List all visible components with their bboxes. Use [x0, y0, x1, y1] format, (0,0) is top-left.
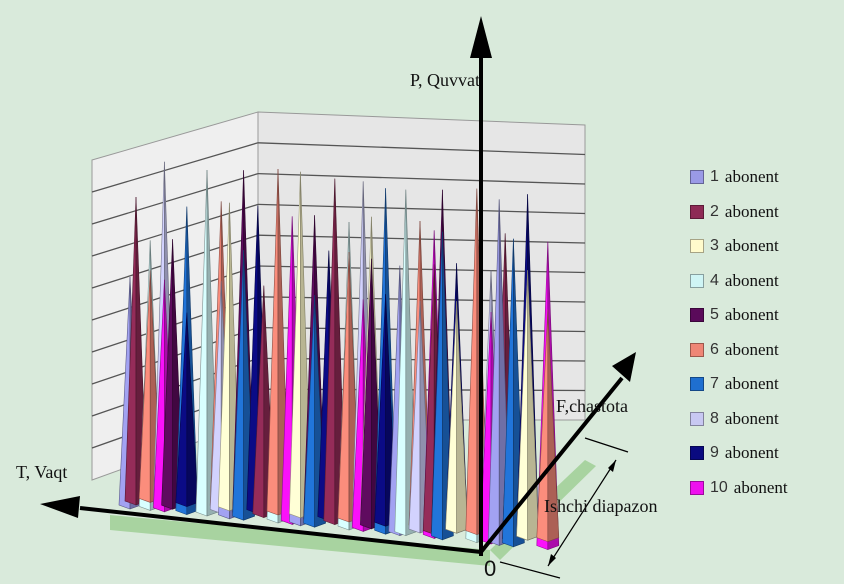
gridline	[257, 142, 586, 156]
legend-number: 7	[710, 375, 719, 393]
legend-label: abonent	[724, 443, 779, 463]
legend-swatch	[690, 411, 704, 426]
range-arrow-line	[547, 459, 617, 567]
legend-label: abonent	[724, 374, 779, 394]
origin-label: 0	[484, 556, 497, 581]
legend-label: abonent	[724, 236, 779, 256]
cone-spike-shade	[186, 312, 199, 508]
legend-item: 1 abonent	[690, 160, 840, 195]
legend-item: 9 abonent	[690, 436, 840, 471]
legend-label: abonent	[724, 339, 779, 359]
legend-swatch	[690, 204, 704, 219]
legend-number: 5	[710, 306, 719, 324]
time-axis-label: T, Vaqt	[16, 462, 68, 482]
power-axis-label: P, Quvvat	[410, 70, 481, 90]
gridline	[257, 172, 586, 185]
legend-item: 3 abonent	[690, 229, 840, 264]
legend-label: abonent	[724, 305, 779, 325]
range-label: Ishchi diapazon	[544, 496, 658, 516]
range-arrow-head-bottom	[548, 554, 556, 566]
legend-item: 7 abonent	[690, 367, 840, 402]
legend-item: 8 abonent	[690, 402, 840, 437]
legend-swatch	[690, 377, 704, 392]
time-axis-arrow	[40, 496, 80, 518]
legend-item: 4 abonent	[690, 264, 840, 299]
legend-swatch	[690, 239, 704, 254]
gridline	[257, 234, 586, 244]
time-axis-line	[79, 506, 482, 554]
frequency-axis-label: F,chastota	[556, 396, 629, 416]
legend-label: abonent	[733, 477, 788, 497]
cone-spike-shade	[547, 309, 560, 543]
legend-number: 2	[710, 202, 719, 220]
cone-spike-shade	[527, 270, 539, 541]
legend-number: 9	[710, 444, 719, 462]
legend-item: 6 abonent	[690, 333, 840, 368]
floor-band-front	[110, 515, 490, 566]
power-axis-arrow	[470, 16, 492, 58]
gridline	[257, 203, 586, 215]
legend-swatch	[690, 273, 704, 288]
legend-swatch	[690, 446, 704, 461]
legend-label: abonent	[724, 408, 779, 428]
cones-group	[118, 161, 560, 551]
legend-number: 4	[710, 271, 719, 289]
gridline	[91, 203, 259, 257]
frequency-axis-arrow	[612, 352, 636, 382]
legend-item: 5 abonent	[690, 298, 840, 333]
legend-swatch	[690, 480, 704, 495]
legend-item: 2 abonent	[690, 195, 840, 230]
legend-number: 1	[710, 168, 719, 186]
frequency-axis-line	[479, 376, 624, 554]
legend-swatch	[690, 342, 704, 357]
legend-swatch	[690, 170, 704, 185]
gridline	[91, 172, 259, 225]
legend-swatch	[690, 308, 704, 323]
legend-label: abonent	[724, 270, 779, 290]
legend-number: 10	[710, 478, 728, 496]
range-arrow-head-top	[608, 460, 616, 472]
legend: 1 abonent 2 abonent 3 abonent 4 abonent 5 abo…	[690, 160, 840, 505]
legend-item: 10 abonent	[690, 471, 840, 506]
cone-spike-shade	[456, 301, 468, 534]
legend-number: 3	[710, 237, 719, 255]
range-tick-bottom	[499, 561, 561, 579]
legend-label: abonent	[724, 167, 779, 187]
gridline	[91, 142, 259, 193]
legend-label: abonent	[724, 201, 779, 221]
legend-number: 6	[710, 340, 719, 358]
legend-number: 8	[710, 409, 719, 427]
range-tick-top	[584, 437, 629, 453]
